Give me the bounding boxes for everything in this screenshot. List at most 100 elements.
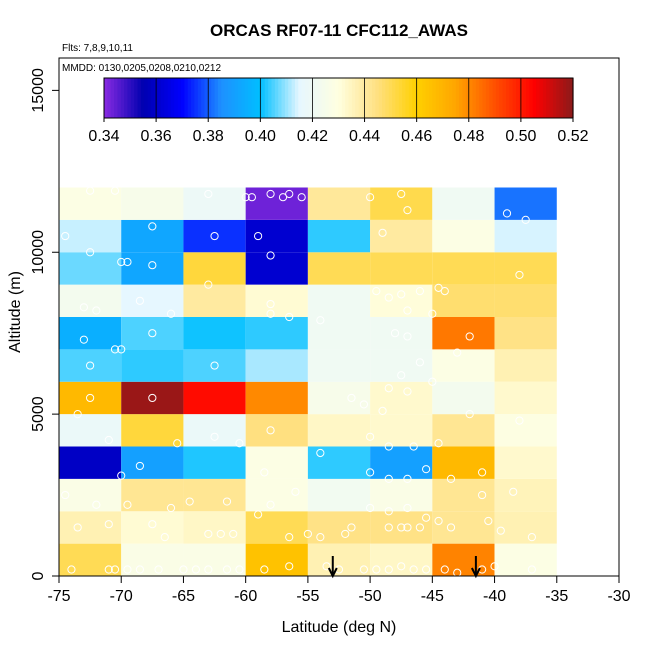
axes: -75 -70 -65 -60 -55 -50 -45 -40 -35 -30 0 5000 10000… [30,57,631,605]
sample-marker [465,332,474,341]
sample-marker [229,529,238,539]
colorbar-segment [469,78,474,118]
sample-marker [204,189,213,199]
sample-marker [403,474,412,483]
heatmap-cell [121,187,184,220]
colorbar-tick-label: 0.52 [557,128,588,145]
y-tick-label: 5000 [30,396,47,432]
colorbar-segment [361,78,366,118]
sample-marker [148,222,157,231]
colorbar-segment [331,78,336,118]
sample-marker [515,416,524,425]
colorbar-tick-label: 0.36 [141,128,172,145]
sample-marker [135,296,144,305]
sample-marker [86,361,95,370]
x-axis-label: Latitude (deg N) [282,619,397,636]
sample-marker [316,533,325,542]
heatmap-cell [307,478,371,512]
sample-marker [384,384,393,393]
heatmap-cell [183,349,246,382]
colorbar-segment [516,78,520,118]
colorbar-segment [110,78,115,118]
heatmap-cell [121,478,184,512]
x-tick-label: -70 [110,588,133,605]
colorbar-segment [435,78,440,118]
sample-marker [303,529,312,539]
heatmap-cell [494,252,557,285]
sample-marker [79,303,88,312]
colorbar-segment [130,78,135,118]
colorbar-segment [539,78,544,118]
heatmap-cell [59,478,122,512]
colorbar-segment [251,78,256,118]
y-tick-label: 15000 [30,68,47,113]
heatmap-cell [307,284,371,317]
x-tick-label: -50 [359,588,382,605]
colorbar-segment [114,78,118,118]
colorbar-segment [224,78,229,118]
sample-marker [384,293,393,302]
heatmap-cell [494,381,557,415]
heatmap-cell [370,349,433,382]
heatmap-cell [183,284,246,317]
colorbar-segment [432,78,437,118]
colorbar-segment [221,78,226,118]
sample-marker [247,193,256,202]
colorbar-segment [506,78,510,118]
sample-marker [496,526,505,535]
colorbar-segment [378,78,383,118]
colorbar-segment [137,78,142,118]
colorbar-segment [445,78,450,118]
colorbar-segment [351,78,356,118]
heatmap-cell [121,381,184,415]
heatmap-cell [245,446,308,479]
colorbar-segment [372,78,376,118]
x-tick-label: -55 [296,588,319,605]
heatmap-cell [432,446,495,479]
sample-marker [266,426,275,435]
heatmap-cell [370,446,433,479]
sample-marker [434,283,443,292]
sample-marker [123,500,132,509]
colorbar-segment [512,78,517,118]
heatmap-cell [245,381,308,415]
sample-marker [154,565,163,574]
sample-marker [384,442,393,451]
sample-marker [409,442,418,451]
sample-marker [465,410,474,419]
colorbar-segment [244,78,249,118]
heatmap-cell [307,317,371,350]
sample-marker [322,562,331,571]
colorbar-segment [268,78,273,118]
sample-marker [521,215,530,224]
colorbar-segment [207,78,212,118]
heatmap-cell [245,317,308,350]
heatmap-cell [245,349,308,382]
sample-marker [291,487,300,496]
heatmap-cell [59,187,122,220]
heatmap-cell [307,219,371,253]
colorbar-segment [305,78,309,118]
x-tick-label: -60 [234,588,257,605]
sample-marker [117,257,126,267]
heatmap-cell [307,414,371,447]
sample-marker [384,523,393,532]
heatmap-cell [245,187,308,220]
colorbar-segment [449,78,453,118]
colorbar-segment [442,78,447,118]
colorbar-tick-label: 0.48 [453,128,484,145]
chart-title: ORCAS RF07-11 CFC112_AWAS [210,21,468,40]
colorbar-segment [462,78,467,118]
heatmap-cell [307,543,371,576]
heatmap-cell [432,511,495,544]
heatmap-cell [183,414,246,447]
sample-marker [378,406,387,415]
heatmap-cell [370,219,433,253]
sample-marker [235,439,244,448]
sample-marker [478,468,487,477]
x-tick-label: -40 [483,588,506,605]
sample-marker [453,348,462,357]
colorbar-segment [529,78,534,118]
sample-marker [490,562,499,571]
heatmap-cell [183,511,246,544]
